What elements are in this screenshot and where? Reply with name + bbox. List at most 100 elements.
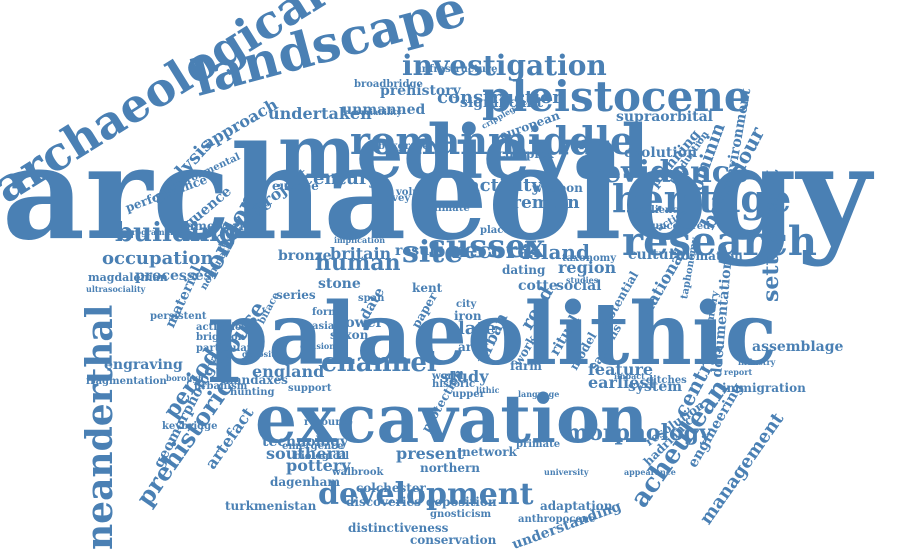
word: britain — [330, 244, 392, 263]
word: stone — [318, 276, 361, 292]
word: distinctiveness — [348, 521, 449, 535]
word: occupation — [102, 248, 214, 269]
word: island — [522, 240, 590, 264]
word: broadbridge — [354, 79, 423, 90]
word: cotte — [518, 278, 558, 294]
word: span — [358, 293, 385, 304]
word: upper — [452, 389, 485, 400]
word: building — [115, 218, 237, 248]
word: result — [395, 243, 442, 259]
word: technology — [262, 434, 349, 450]
word: undertaken — [268, 104, 372, 123]
word: study — [440, 367, 489, 386]
word: record — [452, 238, 533, 264]
word: framework — [175, 219, 248, 233]
word: urbanism — [194, 381, 248, 392]
word: historic — [432, 379, 476, 390]
word: university — [544, 467, 589, 477]
word: prehistory — [380, 83, 461, 99]
word: implication — [334, 235, 386, 245]
word: dagenham — [270, 475, 341, 489]
word: weapon — [532, 181, 583, 195]
word: world — [432, 371, 464, 382]
word: area — [458, 340, 488, 354]
word: kent — [412, 281, 443, 295]
word: system — [628, 379, 683, 395]
word: formation — [676, 249, 743, 263]
word: climate — [428, 203, 470, 214]
word: iron — [454, 309, 482, 323]
word: northern — [420, 461, 480, 475]
word: deposit — [242, 349, 275, 359]
word: engraving — [104, 357, 183, 373]
word: network — [462, 445, 517, 459]
word: colchester — [356, 481, 426, 495]
word: adaptation — [540, 499, 613, 513]
word: feature — [588, 360, 654, 379]
word: evolution — [624, 145, 698, 161]
word: resilience — [630, 205, 685, 216]
word: fragmentation — [86, 376, 167, 387]
word: taxonomy — [562, 253, 617, 264]
word: brighton — [196, 332, 245, 343]
word: sussex — [428, 227, 545, 265]
word: research — [622, 218, 817, 265]
word: persistent — [150, 311, 207, 322]
word: bronze — [278, 248, 332, 264]
word: lithic — [476, 385, 500, 395]
word: excavation — [255, 380, 648, 458]
word: evidence — [602, 155, 750, 190]
word: report — [724, 367, 753, 377]
word: human — [315, 250, 401, 276]
word: dating — [502, 263, 546, 277]
word: support — [288, 383, 332, 394]
word: form — [312, 307, 339, 318]
word: region — [558, 258, 617, 277]
word: ditches — [646, 375, 687, 386]
word: activities — [196, 322, 248, 333]
word: archaeology — [2, 119, 871, 269]
word: handaxes — [225, 373, 288, 387]
word: england — [252, 362, 325, 381]
word: volume — [396, 187, 437, 198]
word: site — [402, 235, 464, 270]
word: century — [302, 168, 379, 189]
word: morphology — [565, 420, 712, 446]
word: pottery — [286, 456, 351, 475]
word: medieval — [278, 110, 650, 196]
word: neanderthal — [79, 304, 121, 550]
word: deposition — [426, 495, 497, 509]
word: palaeolithic — [208, 284, 777, 385]
word: farm — [510, 359, 542, 373]
word: remain — [512, 193, 580, 213]
word: late — [458, 318, 497, 339]
word: boxgrove — [378, 141, 429, 152]
word: variability — [356, 107, 402, 117]
word: primate — [516, 439, 561, 450]
word: earliest — [588, 373, 656, 392]
word: assemblage — [752, 339, 844, 355]
word: series — [276, 288, 316, 302]
word: investigation — [402, 49, 607, 82]
word: language — [518, 389, 560, 399]
word: industry — [738, 357, 776, 367]
word: impact — [614, 371, 645, 381]
word: uncovered — [652, 221, 711, 232]
word: survey — [374, 193, 411, 204]
word: anthropocene — [518, 514, 596, 525]
word: cultural — [628, 247, 691, 263]
word: development — [318, 477, 534, 512]
word: construction — [437, 87, 566, 108]
word: magdalenian — [88, 271, 168, 284]
word: city — [456, 299, 477, 310]
word: hunting — [230, 387, 275, 398]
word: southern — [266, 444, 347, 463]
word: supraorbital — [616, 109, 713, 125]
word: keybridge — [162, 421, 218, 432]
word: saxon — [330, 328, 369, 342]
word: studies — [566, 275, 599, 285]
word: place — [480, 225, 510, 236]
word: present — [396, 444, 465, 463]
word: social — [556, 278, 602, 294]
